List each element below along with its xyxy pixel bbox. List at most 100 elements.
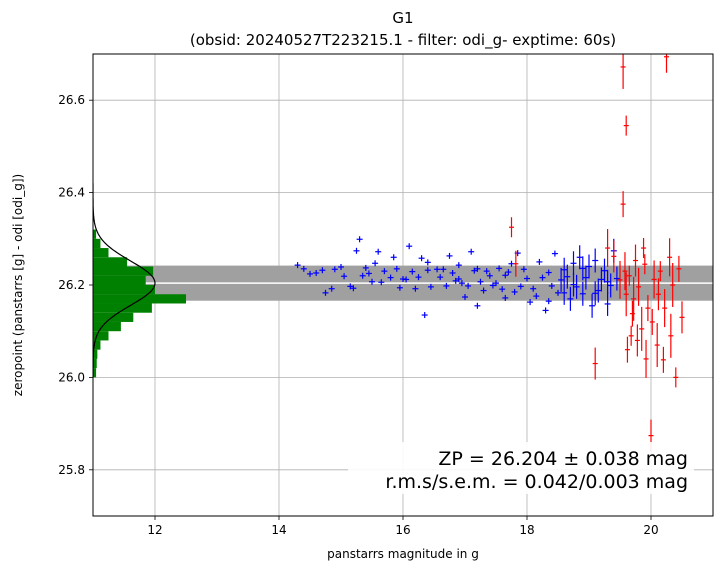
chart-subtitle: (obsid: 20240527T223215.1 - filter: odi_…	[190, 31, 616, 50]
used-point	[372, 260, 379, 267]
used-point	[307, 270, 313, 277]
rejected-point	[651, 260, 657, 299]
used-point	[440, 266, 447, 273]
used-point	[350, 285, 357, 292]
used-point	[493, 280, 499, 287]
rejected-point	[509, 217, 514, 238]
rejected-point	[617, 260, 623, 299]
rejected-point	[633, 244, 638, 277]
rejected-point	[513, 250, 519, 277]
histogram-bar	[93, 229, 97, 239]
used-point	[592, 281, 599, 306]
used-point	[378, 279, 385, 286]
histogram-bar	[93, 257, 128, 267]
used-point	[502, 272, 509, 279]
used-point	[427, 283, 434, 290]
used-point	[604, 291, 611, 316]
used-point	[369, 278, 375, 285]
used-point	[452, 277, 459, 284]
rejected-point	[679, 301, 685, 334]
rejected-point	[628, 325, 634, 346]
used-point	[595, 278, 602, 303]
x-axis-label: panstarrs magnitude in g	[327, 547, 479, 561]
used-point	[570, 272, 577, 297]
used-point	[601, 258, 608, 283]
rejected-point	[664, 54, 669, 73]
rejected-point	[643, 339, 649, 378]
used-point	[409, 268, 416, 275]
used-point	[347, 283, 354, 290]
used-point	[480, 287, 487, 294]
used-point	[520, 266, 527, 273]
rejected-point	[660, 346, 666, 373]
used-point	[573, 274, 580, 299]
gaussian-fit-curve	[93, 183, 156, 378]
used-point	[570, 251, 577, 276]
used-point	[403, 276, 410, 283]
used-point	[446, 252, 453, 259]
histogram-bar	[93, 358, 97, 369]
histogram-bar	[93, 321, 121, 332]
rejected-point	[605, 229, 611, 268]
used-point	[375, 248, 382, 255]
used-point	[499, 286, 506, 293]
used-point	[294, 262, 301, 269]
used-point	[449, 269, 456, 276]
rejected-point	[634, 324, 640, 357]
rejected-point	[641, 238, 647, 259]
used-point	[542, 307, 549, 314]
rejected-point	[622, 252, 628, 291]
rejected-point	[649, 308, 655, 335]
used-point	[567, 286, 574, 311]
used-point	[328, 285, 335, 292]
used-point	[483, 268, 490, 275]
histogram-bar	[93, 368, 97, 378]
used-point	[319, 267, 326, 274]
used-point	[496, 265, 503, 272]
histogram-bar	[93, 331, 109, 341]
histogram-bar	[93, 294, 186, 304]
used-point	[424, 259, 431, 266]
used-point	[604, 269, 611, 294]
used-point	[607, 273, 614, 298]
used-point	[455, 262, 462, 269]
y-tick-label: 25.8	[58, 463, 85, 477]
used-point	[341, 273, 348, 280]
y-tick-label: 26.0	[58, 370, 85, 384]
y-axis-label: zeropoint (panstarrs [g] - odi [odi_g])	[11, 174, 25, 396]
x-tick-label: 12	[147, 523, 162, 537]
rejected-point	[670, 263, 676, 307]
used-point	[313, 269, 320, 276]
used-point	[502, 294, 509, 301]
used-point	[365, 270, 372, 277]
used-point	[424, 267, 431, 274]
used-point	[359, 272, 366, 279]
used-point	[390, 254, 397, 261]
x-ticks: 12 14 16 18 20	[147, 516, 659, 537]
used-point	[592, 248, 599, 273]
used-point	[582, 265, 589, 290]
used-point	[437, 274, 444, 281]
annotation-line-1: ZP = 26.204 ± 0.038 mag	[438, 448, 688, 470]
used-point	[356, 236, 363, 243]
used-point	[524, 275, 530, 282]
rejected-point	[611, 240, 617, 273]
used-point	[579, 281, 586, 306]
rejected-point	[667, 238, 673, 277]
y-tick-label: 26.6	[58, 93, 85, 107]
histogram-bar	[93, 349, 98, 359]
used-point	[474, 265, 481, 272]
rejected-point	[636, 267, 642, 306]
used-point	[412, 285, 419, 292]
histogram-bar	[93, 303, 152, 313]
used-point	[545, 269, 552, 276]
rejected-point	[639, 306, 645, 351]
used-point	[362, 264, 369, 271]
used-point	[353, 247, 360, 254]
rejected-point	[654, 323, 660, 368]
used-point	[505, 269, 512, 276]
rejected-point	[620, 191, 626, 218]
used-point	[415, 274, 422, 281]
used-point	[443, 282, 450, 289]
rejected-point	[662, 289, 668, 328]
